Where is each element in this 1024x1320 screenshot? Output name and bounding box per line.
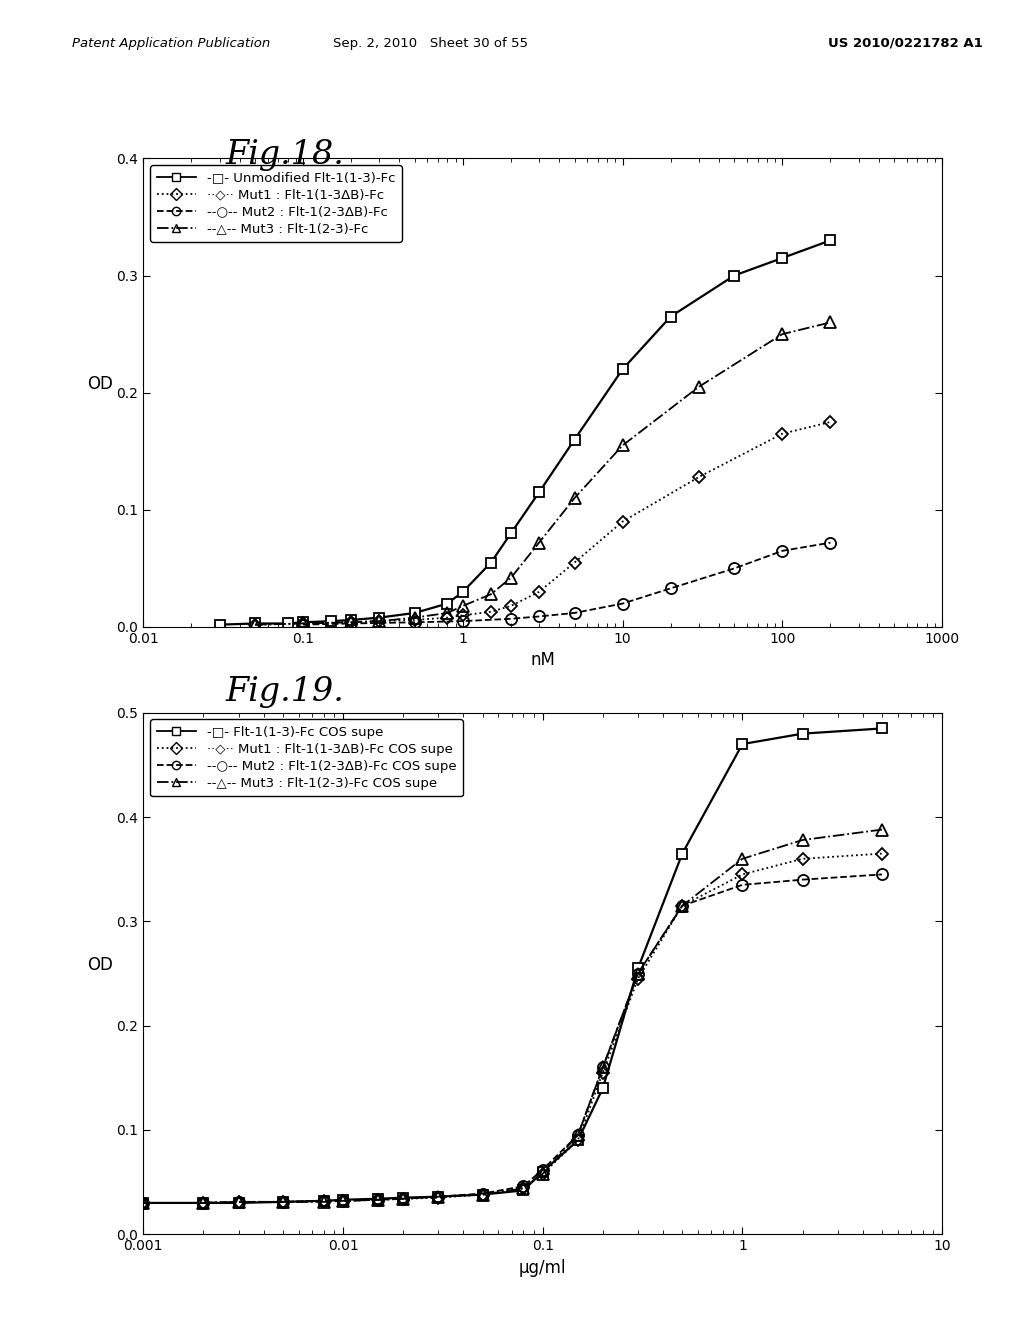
Text: Fig.18.: Fig.18. [225, 139, 344, 170]
X-axis label: μg/ml: μg/ml [519, 1258, 566, 1276]
Legend: -□- Unmodified Flt-1(1-3)-Fc, ··◇·· Mut1 : Flt-1(1-3ΔB)-Fc, --○-- Mut2 : Flt-1(2: -□- Unmodified Flt-1(1-3)-Fc, ··◇·· Mut1… [150, 165, 401, 242]
Text: Patent Application Publication: Patent Application Publication [72, 37, 270, 50]
Text: US 2010/0221782 A1: US 2010/0221782 A1 [828, 37, 983, 50]
Text: Fig.19.: Fig.19. [225, 676, 344, 708]
Y-axis label: OD: OD [87, 956, 113, 973]
X-axis label: nM: nM [530, 651, 555, 669]
Y-axis label: OD: OD [87, 375, 113, 393]
Legend: -□- Flt-1(1-3)-Fc COS supe, ··◇·· Mut1 : Flt-1(1-3ΔB)-Fc COS supe, --○-- Mut2 : : -□- Flt-1(1-3)-Fc COS supe, ··◇·· Mut1 :… [150, 719, 463, 796]
Text: Sep. 2, 2010   Sheet 30 of 55: Sep. 2, 2010 Sheet 30 of 55 [333, 37, 527, 50]
